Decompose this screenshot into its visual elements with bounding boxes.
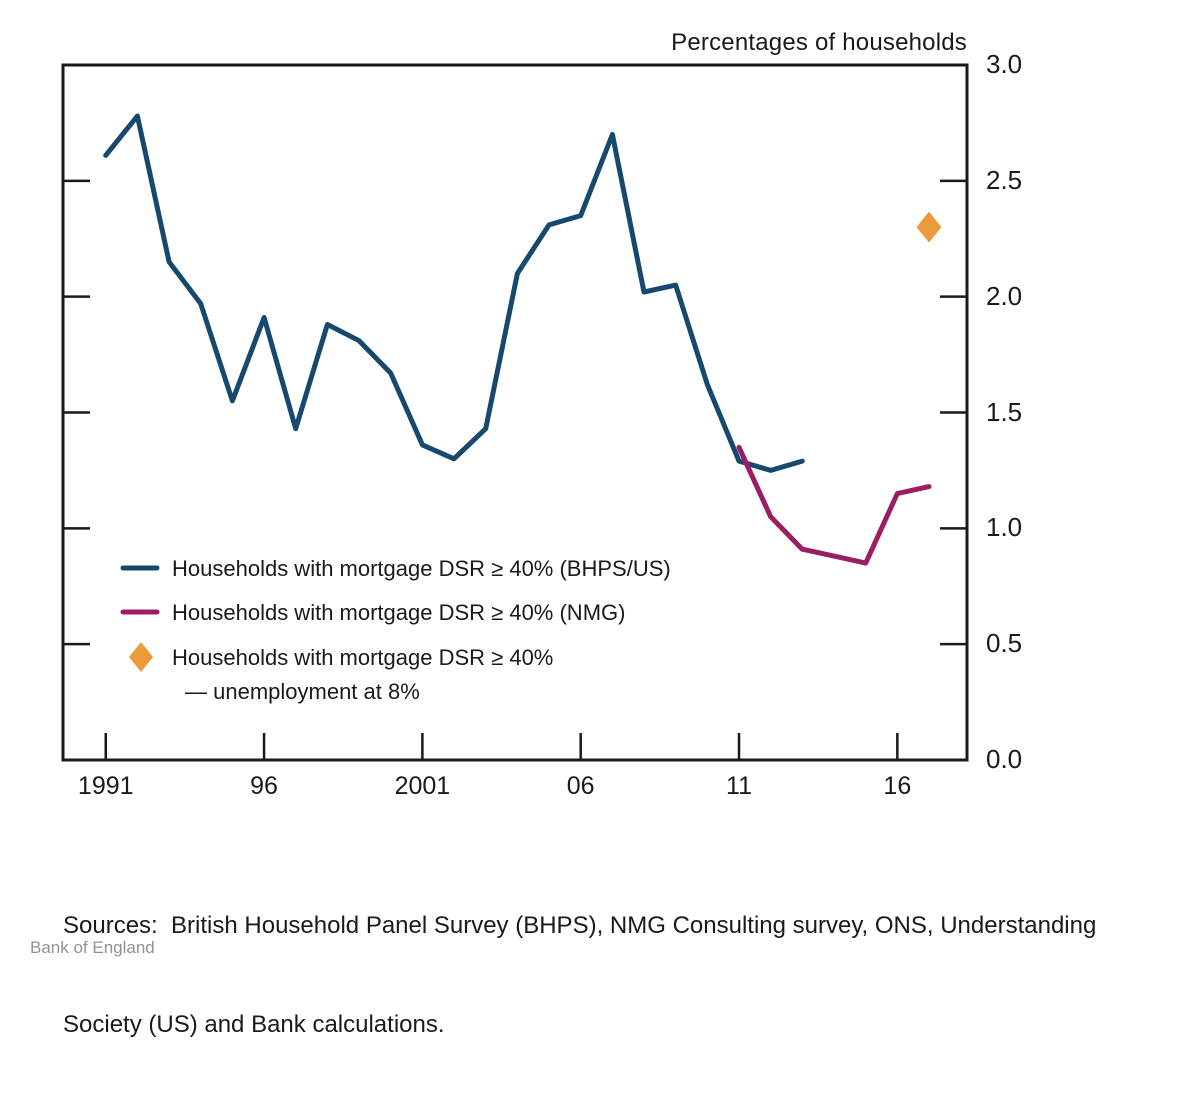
x-tick-label: 1991 (77, 772, 134, 800)
x-tick-label: 06 (566, 772, 595, 800)
y-tick-label: 2.0 (986, 280, 1023, 311)
x-tick-label: 2001 (394, 772, 451, 800)
plot-area (61, 63, 969, 762)
x-tick-label: 96 (250, 772, 278, 800)
sources-note: Sources: British Household Panel Survey … (63, 843, 1096, 1107)
y-tick-label: 1.0 (986, 512, 1023, 543)
x-tick-label: 11 (726, 772, 752, 800)
diamond-marker (916, 211, 942, 243)
x-tick-label: 16 (883, 772, 912, 800)
legend-swatch-diamond-icon (129, 642, 153, 672)
plot-border (61, 63, 969, 762)
series-line-nmg (736, 444, 932, 566)
legend-label-bhps-us: Households with mortgage DSR ≥ 40% (BHPS… (172, 556, 671, 581)
y-tick-label: 2.5 (986, 164, 1023, 195)
y-tick-label: 0.5 (986, 628, 1023, 659)
bank-of-england-watermark: Bank of England (30, 938, 155, 957)
sources-line-1: Sources: British Household Panel Survey … (63, 912, 1097, 939)
chart-title: Percentages of households (671, 29, 967, 56)
y-tick-label: 1.5 (986, 396, 1023, 427)
series-line-bhps-us (103, 113, 805, 473)
legend-label-unemployment-scenario-line2: — unemployment at 8% (185, 679, 420, 704)
legend-label-nmg: Households with mortgage DSR ≥ 40% (NMG) (172, 600, 626, 625)
y-tick-label: 3.0 (986, 49, 1023, 79)
sources-line-2: Society (US) and Bank calculations. (63, 1011, 445, 1038)
y-tick-label: 0.0 (986, 744, 1023, 774)
legend-label-unemployment-scenario: Households with mortgage DSR ≥ 40% (172, 645, 554, 670)
